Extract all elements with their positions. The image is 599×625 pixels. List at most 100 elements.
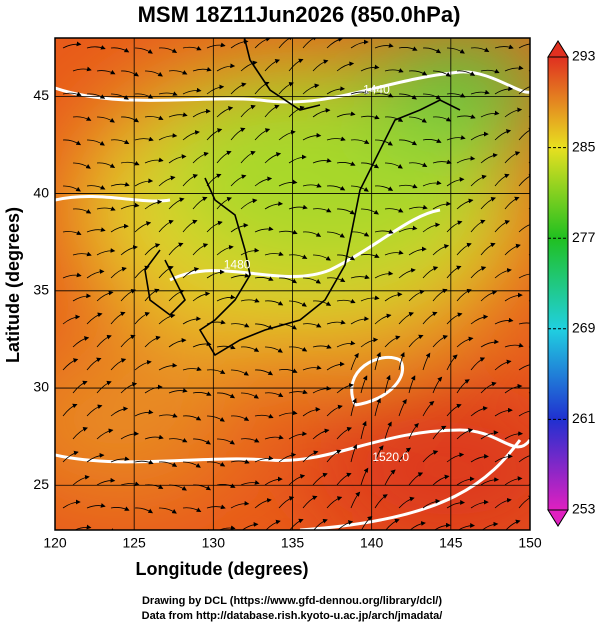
x-tick-label: 140 xyxy=(360,535,384,551)
x-tick-label: 145 xyxy=(439,535,463,551)
streamline xyxy=(518,224,530,233)
streamline xyxy=(422,222,441,233)
streamline xyxy=(254,497,272,509)
streamline xyxy=(374,43,394,49)
streamline xyxy=(480,339,500,348)
streamline xyxy=(518,364,530,371)
field xyxy=(55,38,530,530)
streamlines xyxy=(62,38,530,530)
streamline xyxy=(446,312,463,325)
streamline xyxy=(384,335,401,348)
streamline xyxy=(528,161,530,164)
streamline xyxy=(408,375,416,394)
streamline xyxy=(456,155,476,164)
title: MSM 18Z11Jun2026 (850.0hPa) xyxy=(138,2,461,27)
streamline xyxy=(110,139,130,145)
streamline xyxy=(120,334,136,348)
streamline xyxy=(96,116,115,123)
streamline xyxy=(158,413,178,418)
streamline xyxy=(350,89,370,95)
streamline xyxy=(168,112,188,118)
streamline xyxy=(398,351,405,371)
streamline xyxy=(384,374,391,394)
streamline xyxy=(264,152,282,164)
streamline xyxy=(144,288,160,302)
streamline xyxy=(384,68,404,73)
streamline xyxy=(384,116,404,122)
streamline xyxy=(110,266,127,279)
contour-label: 1440 xyxy=(363,83,390,97)
streamline xyxy=(158,313,176,325)
contour-label: 1520.0 xyxy=(372,450,409,464)
streamline xyxy=(168,154,187,164)
x-tick-label: 150 xyxy=(518,535,542,551)
streamline xyxy=(494,173,510,187)
streamline xyxy=(110,223,129,233)
streamline xyxy=(254,413,274,419)
streamline xyxy=(86,269,105,279)
streamline xyxy=(192,438,211,445)
streamline xyxy=(278,410,298,417)
contour-label: 1480 xyxy=(224,258,251,272)
streamline xyxy=(326,86,346,95)
streamline xyxy=(384,421,392,440)
streamline xyxy=(326,319,346,325)
streamline xyxy=(182,415,202,421)
streamline xyxy=(230,127,246,141)
streamline xyxy=(504,196,520,210)
streamline xyxy=(326,496,343,509)
streamline xyxy=(264,476,283,486)
streamline xyxy=(312,254,331,261)
y-tick-label: 25 xyxy=(33,476,49,492)
streamline xyxy=(494,317,514,325)
streamline xyxy=(422,498,441,509)
streamline xyxy=(168,438,188,443)
streamline xyxy=(206,220,223,233)
streamline xyxy=(528,483,530,486)
streamline xyxy=(254,226,274,233)
streamline xyxy=(120,70,139,77)
streamline xyxy=(278,368,298,373)
streamline xyxy=(230,369,249,376)
streamline xyxy=(134,409,154,417)
streamline xyxy=(470,453,489,463)
streamline xyxy=(374,313,392,325)
streamline xyxy=(110,406,129,417)
streamline xyxy=(206,84,225,95)
streamline xyxy=(408,246,427,256)
streamline xyxy=(336,340,356,348)
streamline xyxy=(529,528,530,530)
streamline xyxy=(384,469,396,486)
streamline xyxy=(422,352,431,371)
streamline xyxy=(216,392,236,399)
streamline xyxy=(360,295,380,302)
streamline xyxy=(312,428,330,440)
streamline xyxy=(336,472,352,486)
streamline xyxy=(336,208,355,215)
credit: Data from http://database.rish.kyoto-u.a… xyxy=(142,610,443,622)
streamline xyxy=(398,139,418,146)
streamline xyxy=(480,290,498,302)
streamline xyxy=(408,472,424,486)
streamline xyxy=(288,204,308,210)
streamline xyxy=(518,455,530,463)
streamline xyxy=(432,116,452,122)
streamline xyxy=(192,108,211,118)
streamline xyxy=(432,288,448,302)
streamline xyxy=(230,273,250,279)
streamline xyxy=(504,107,523,118)
y-tick-label: 30 xyxy=(33,379,49,395)
streamline xyxy=(134,221,152,233)
streamline xyxy=(230,459,250,464)
streamline xyxy=(470,314,489,325)
coastline xyxy=(144,38,461,357)
streamline xyxy=(72,380,88,394)
streamline xyxy=(350,185,369,192)
streamline xyxy=(518,86,530,95)
streamline xyxy=(350,139,370,144)
streamline xyxy=(182,267,200,279)
streamline xyxy=(120,160,140,166)
streamline xyxy=(288,389,308,395)
streamline xyxy=(264,434,284,440)
streamline xyxy=(432,425,447,440)
